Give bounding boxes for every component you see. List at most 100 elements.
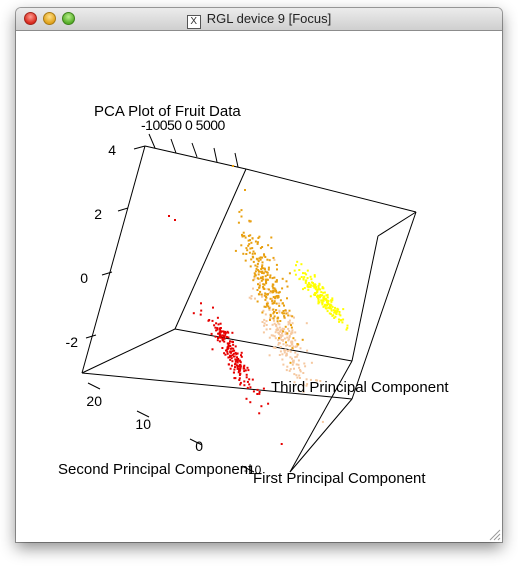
data-point (261, 311, 264, 314)
data-point (266, 301, 269, 304)
data-point (309, 295, 312, 298)
data-point (285, 354, 288, 357)
data-point (238, 379, 241, 381)
data-point (226, 348, 229, 351)
data-point (234, 345, 237, 348)
data-point (318, 296, 321, 299)
data-point (283, 349, 286, 352)
data-point (174, 219, 176, 221)
title-bar[interactable]: X RGL device 9 [Focus] (16, 8, 502, 31)
data-point (300, 263, 303, 266)
data-point (234, 249, 237, 252)
data-point (323, 291, 326, 294)
data-point (230, 364, 233, 367)
data-point (256, 258, 259, 261)
data-point (283, 337, 286, 340)
data-point (313, 274, 316, 277)
data-point (219, 329, 222, 332)
data-point (305, 322, 308, 325)
data-point (272, 256, 275, 259)
data-point (281, 353, 284, 356)
box-edge (351, 211, 417, 400)
data-point (289, 368, 292, 371)
data-point (334, 310, 337, 313)
data-point (227, 345, 230, 348)
data-point (338, 318, 340, 321)
data-point (260, 268, 263, 270)
data-point (334, 309, 337, 312)
data-point (301, 338, 304, 341)
data-point (231, 354, 234, 357)
data-point (285, 352, 288, 355)
y-tick-label: 10 (135, 416, 151, 432)
data-point (329, 312, 332, 315)
data-point (288, 338, 290, 341)
z-tick (85, 334, 97, 339)
minimize-button[interactable] (43, 12, 56, 25)
data-point (307, 282, 310, 284)
data-point (295, 355, 298, 358)
box-edge (245, 168, 417, 213)
data-point (216, 316, 219, 319)
pca-3d-plot[interactable]: -10050 0 5000 4 2 0 -2 20 10 0 PCA Plot … (16, 31, 502, 542)
data-point (246, 380, 249, 383)
data-point (271, 285, 274, 288)
data-point (283, 316, 286, 319)
data-point (214, 335, 217, 338)
data-point (255, 267, 258, 270)
data-point (244, 236, 247, 239)
data-point (312, 284, 315, 287)
data-point (249, 239, 251, 242)
data-point (269, 315, 272, 318)
data-point (289, 361, 292, 364)
data-point (322, 299, 325, 302)
data-point (330, 300, 333, 303)
data-point (304, 281, 307, 284)
data-point (229, 358, 232, 361)
data-point (281, 277, 284, 280)
data-point (273, 311, 275, 313)
data-point (215, 322, 218, 325)
data-point (265, 293, 268, 296)
z-tick (117, 207, 129, 212)
data-point (288, 334, 291, 337)
data-point (331, 305, 334, 308)
data-point (237, 367, 240, 370)
data-point (263, 253, 265, 256)
data-point (263, 287, 265, 290)
data-point (261, 264, 264, 267)
resize-grip-icon[interactable] (487, 527, 501, 541)
data-point (200, 302, 202, 305)
x-tick (213, 147, 218, 163)
zoom-button[interactable] (62, 12, 75, 25)
data-point (279, 350, 282, 353)
data-point (265, 320, 268, 323)
data-point (243, 384, 246, 387)
data-point (323, 295, 326, 298)
data-point (256, 241, 259, 244)
data-point (294, 339, 297, 342)
data-point (235, 364, 238, 367)
data-point (266, 258, 269, 261)
data-point (245, 247, 248, 250)
data-point (248, 251, 251, 254)
data-point (234, 363, 236, 366)
close-button[interactable] (24, 12, 37, 25)
data-point (259, 258, 262, 261)
data-point (306, 285, 309, 288)
data-point (224, 332, 227, 334)
data-point (337, 308, 340, 311)
data-point (313, 286, 316, 289)
data-point (288, 330, 291, 332)
data-point (245, 376, 248, 379)
x-axis-label: First Principal Component (253, 470, 426, 487)
data-point (276, 328, 279, 331)
data-point (306, 383, 309, 386)
data-point (240, 355, 243, 358)
data-point (317, 284, 320, 287)
data-point (232, 341, 234, 343)
data-point (299, 377, 301, 379)
data-point (261, 275, 264, 278)
data-point (215, 329, 218, 332)
data-point (280, 443, 283, 445)
